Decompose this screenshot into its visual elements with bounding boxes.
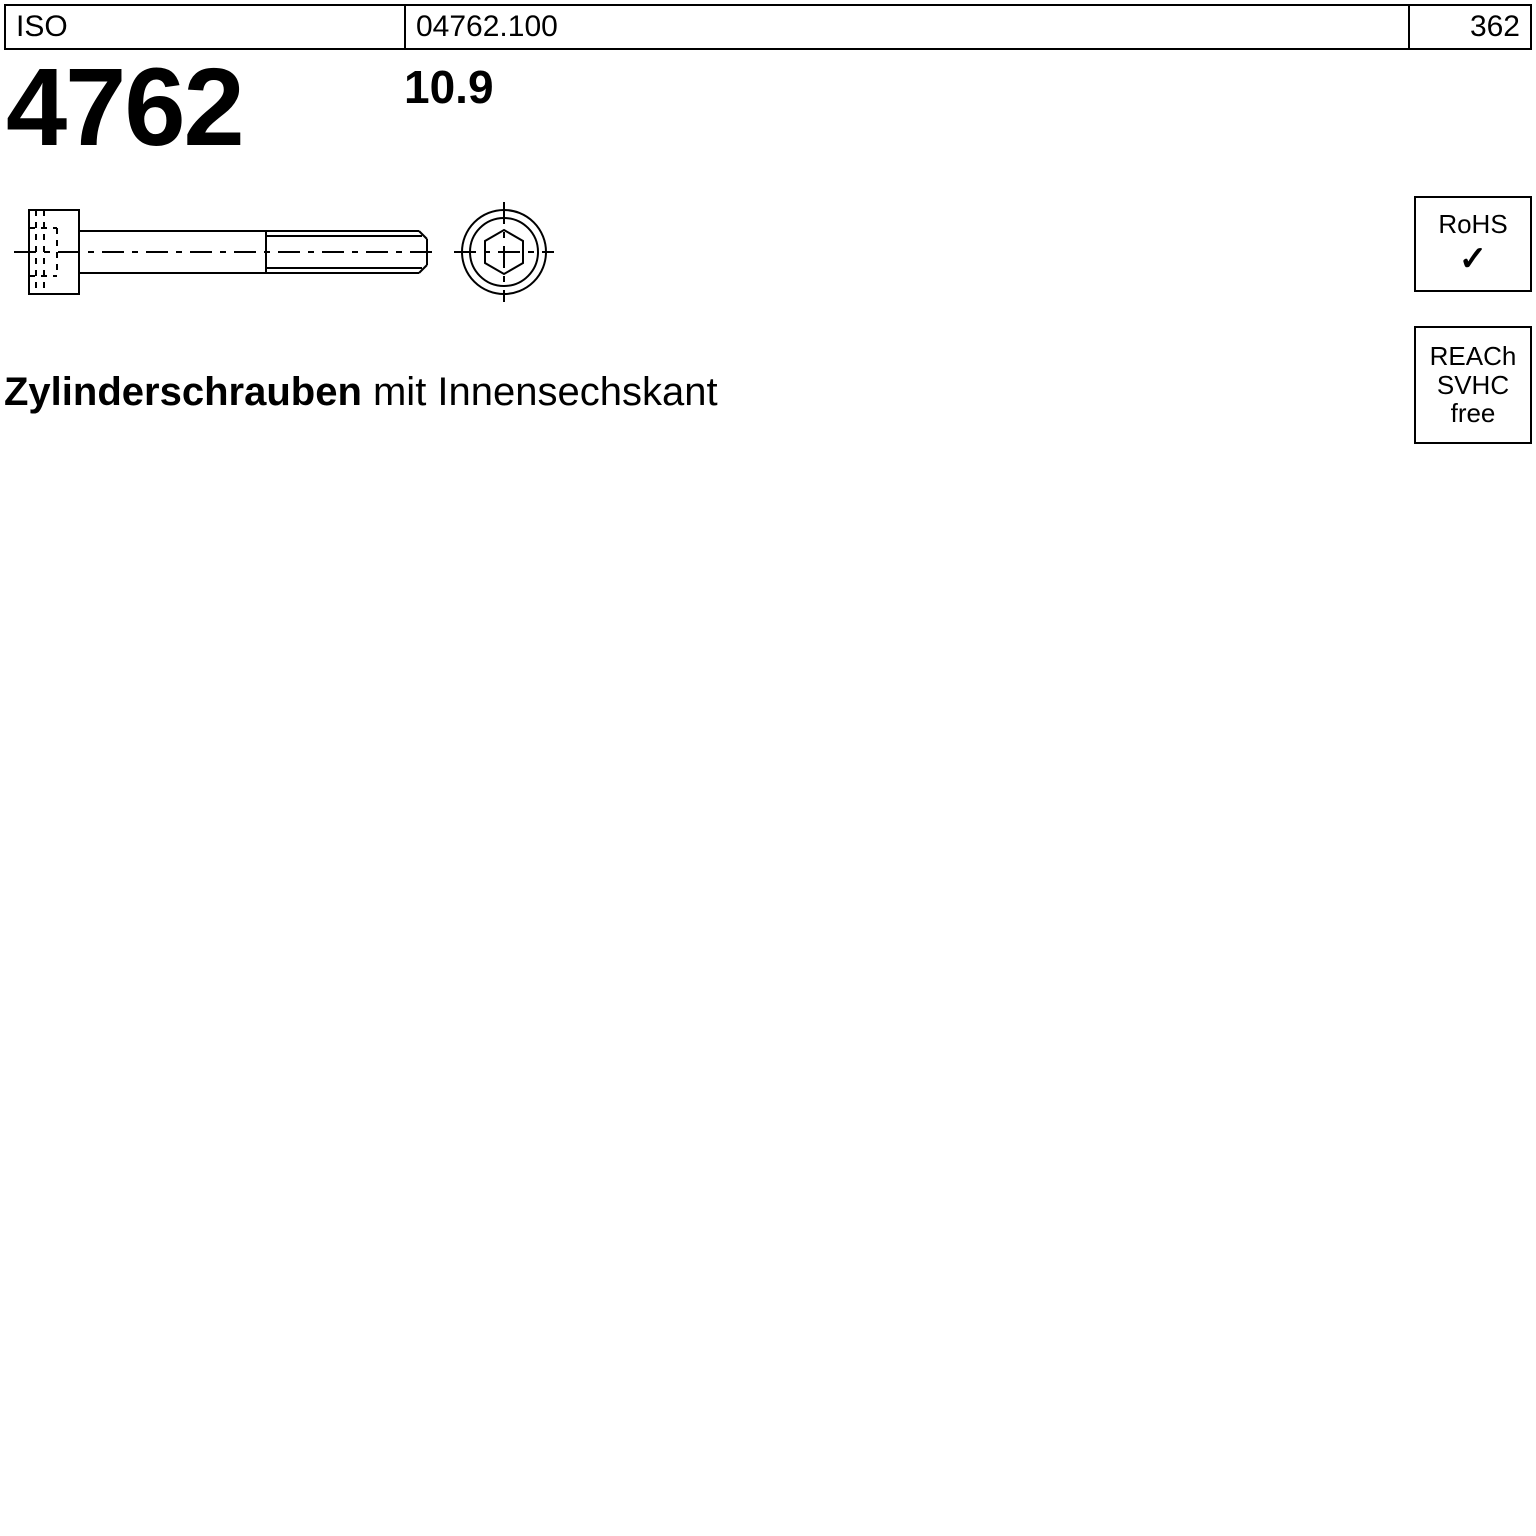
standard-label: ISO [16, 10, 68, 44]
code-text: 04762.100 [416, 10, 558, 44]
rohs-badge: RoHS ✓ [1414, 196, 1532, 292]
standard-number: 4762 [6, 44, 243, 171]
reach-badge: REACh SVHC free [1414, 326, 1532, 444]
technical-drawing [6, 196, 566, 311]
check-icon: ✓ [1459, 241, 1488, 278]
description-bold: Zylinderschrauben [4, 370, 362, 414]
page-number: 362 [1470, 10, 1520, 44]
header-code: 04762.100 [406, 6, 1410, 48]
reach-line3: free [1451, 399, 1496, 428]
header-page: 362 [1410, 6, 1530, 48]
strength-grade: 10.9 [404, 60, 494, 114]
reach-line2: SVHC [1437, 371, 1509, 400]
header-standard: ISO [6, 6, 406, 48]
rohs-label: RoHS [1438, 210, 1507, 239]
description: Zylinderschrauben mit Innensechskant [4, 370, 718, 415]
datasheet: ISO 04762.100 362 4762 10.9 [0, 0, 1536, 1536]
reach-line1: REACh [1430, 342, 1517, 371]
description-rest: mit Innensechskant [362, 370, 718, 414]
